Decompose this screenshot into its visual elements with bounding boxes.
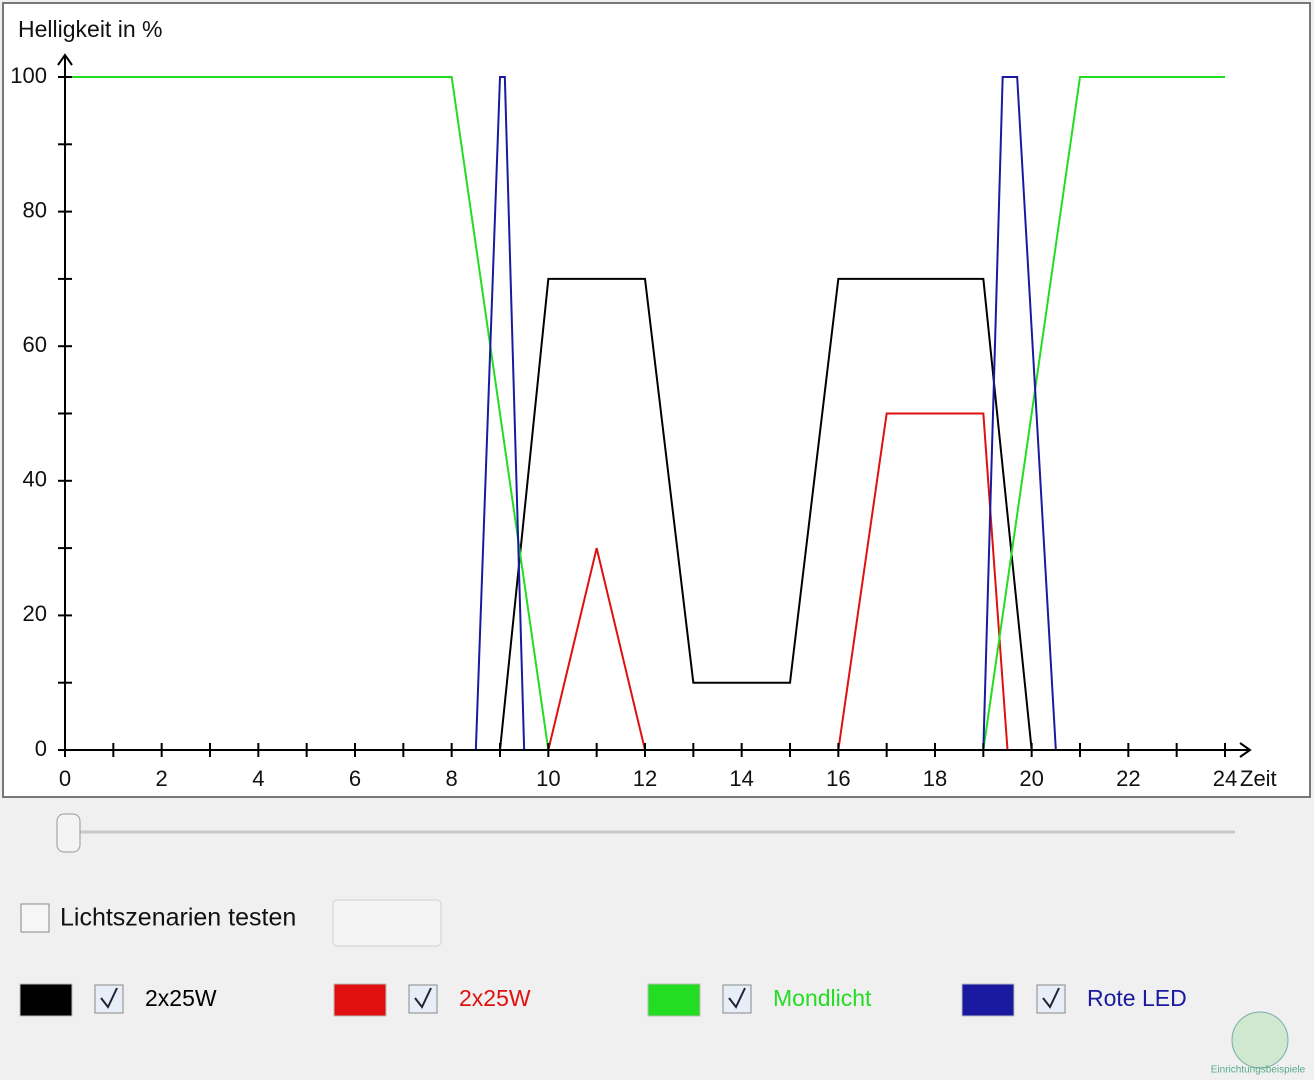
legend-label: 2x25W xyxy=(145,985,217,1011)
x-tick-label: 4 xyxy=(252,766,264,791)
legend-swatch xyxy=(333,983,387,1017)
legend-label: 2x25W xyxy=(459,985,531,1011)
legend-checkbox[interactable] xyxy=(408,984,438,1014)
y-tick-label: 20 xyxy=(23,601,47,626)
y-tick-label: 100 xyxy=(10,63,47,88)
x-tick-label: 24 xyxy=(1213,766,1237,791)
y-tick-label: 40 xyxy=(23,467,47,492)
x-tick-label: 18 xyxy=(923,766,947,791)
x-tick-label: 2 xyxy=(156,766,168,791)
chart-panel xyxy=(2,2,1311,798)
test-checkbox[interactable] xyxy=(20,903,50,933)
y-tick-label: 80 xyxy=(23,197,47,222)
y-tick-label: 0 xyxy=(35,736,47,761)
watermark: Einrichtungsbeispiele xyxy=(1211,1065,1306,1076)
y-tick-label: 60 xyxy=(23,332,47,357)
watermark-logo xyxy=(1231,1011,1289,1069)
test-label: Lichtszenarien testen xyxy=(60,904,296,932)
x-tick-label: 8 xyxy=(446,766,458,791)
legend-swatch xyxy=(647,983,701,1017)
x-tick-label: 0 xyxy=(59,766,71,791)
legend-swatch xyxy=(19,983,73,1017)
test-input[interactable] xyxy=(332,899,442,947)
x-axis-arrow xyxy=(1239,742,1252,758)
slider-thumb[interactable] xyxy=(56,813,81,853)
x-tick-label: 10 xyxy=(536,766,560,791)
x-tick-label: 20 xyxy=(1019,766,1043,791)
checkmark xyxy=(1042,987,1060,1009)
legend-label: Mondlicht xyxy=(773,985,872,1011)
x-tick-label: 16 xyxy=(826,766,850,791)
checkmark xyxy=(414,987,432,1009)
legend-swatch xyxy=(961,983,1015,1017)
legend-checkbox[interactable] xyxy=(94,984,124,1014)
y-axis-arrow xyxy=(57,53,73,66)
series-line xyxy=(65,277,1225,751)
x-tick-label: 14 xyxy=(729,766,753,791)
legend: 2x25W 2x25W Mondlicht Rote LED xyxy=(19,983,1187,1017)
y-axis-label: Helligkeit in % xyxy=(18,16,162,42)
x-tick-label: 12 xyxy=(633,766,657,791)
legend-checkbox[interactable] xyxy=(1036,984,1066,1014)
x-tick-label: 6 xyxy=(349,766,361,791)
legend-label: Rote LED xyxy=(1087,985,1187,1011)
x-axis-label: Zeit xyxy=(1240,766,1277,791)
checkmark xyxy=(728,987,746,1009)
legend-checkbox[interactable] xyxy=(722,984,752,1014)
x-tick-label: 22 xyxy=(1116,766,1140,791)
checkmark xyxy=(100,987,118,1009)
